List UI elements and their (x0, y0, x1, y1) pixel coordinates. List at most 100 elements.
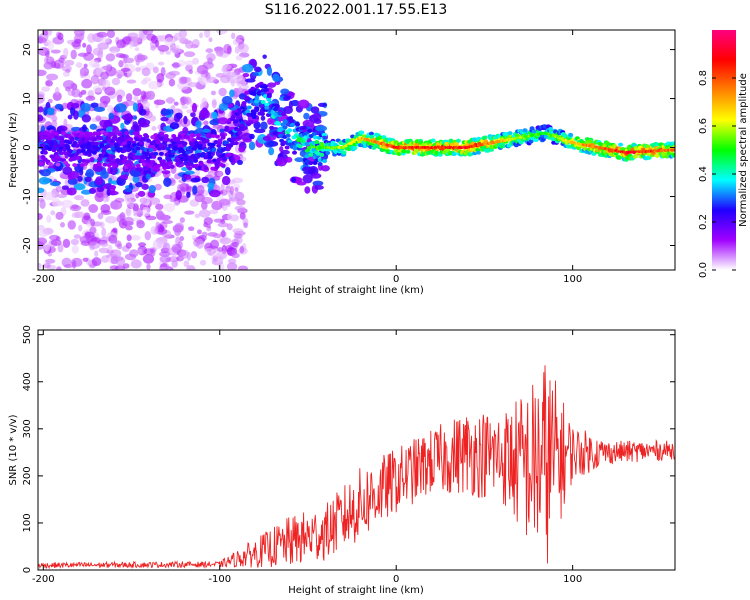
spectrogram-cell (302, 119, 315, 128)
spectrogram-noise-blob (73, 234, 81, 239)
spectrogram-noise-blob (89, 59, 100, 68)
spectrogram-noise-blob (239, 245, 245, 254)
spectrogram-cell (138, 119, 151, 126)
spectrogram-noise-blob (132, 88, 142, 97)
spectrogram-ridge-cell (148, 147, 154, 152)
spectrogram-ridge-cell (134, 131, 140, 136)
spectrogram-ridge-cell (317, 161, 323, 166)
spectrogram-noise-blob (220, 183, 225, 192)
spectrogram-cell (169, 122, 180, 130)
spectrogram-ridge-cell (325, 150, 331, 155)
spectrogram-noise-blob (75, 62, 83, 68)
spectrogram-noise-blob (106, 104, 114, 113)
spectrogram-ridge-cell (125, 148, 131, 153)
spectrogram-noise-blob (95, 115, 102, 122)
spectrogram-noise-blob (168, 78, 176, 87)
spectrogram-noise-blob (104, 86, 116, 96)
spectrogram-ridge-cell (85, 159, 91, 164)
spectrogram-cell (109, 185, 116, 196)
spectrogram-noise-blob (181, 249, 189, 259)
colorbar-tick-label: 0.4 (698, 166, 709, 182)
spectrogram-noise-blob (205, 48, 214, 53)
spectrogram-noise-blob (71, 41, 81, 48)
spectrogram-cell (100, 170, 109, 179)
spectrogram-ridge-cell (533, 138, 539, 143)
spectrogram-noise-blob (115, 53, 126, 58)
spectrogram-noise-blob (162, 262, 168, 268)
spectrogram-ridge-cell (211, 147, 217, 152)
spectrogram-noise-blob (218, 198, 231, 206)
spectrogram-ridge-cell (58, 151, 64, 156)
spectrogram-ridge-cell (407, 138, 413, 143)
snr-ylabel: SNR (10 * v/v) (8, 414, 19, 485)
spectrogram-cell (290, 99, 300, 107)
spectrogram-cell (262, 54, 267, 59)
spectrogram-noise-blob (155, 221, 160, 229)
spectrogram-cell (283, 105, 293, 114)
spectrogram-noise-blob (46, 56, 55, 65)
spectrogram-ridge-cell (220, 163, 226, 168)
spectrogram-noise-blob (97, 212, 104, 220)
spectrogram-ridge-cell (76, 156, 82, 161)
spectrogram-ridge-cell (454, 141, 460, 146)
spectrogram-noise-blob (231, 32, 236, 40)
spectrogram-cell (294, 157, 305, 163)
spectrogram-noise-blob (142, 206, 151, 217)
spectrogram-ridge-cell (80, 148, 86, 153)
spectrogram-cell (219, 128, 225, 133)
spectrogram-cell (202, 128, 211, 133)
spectrogram-noise-blob (47, 41, 54, 51)
spectrogram-noise-blob (203, 120, 209, 126)
spectrogram-cell (38, 106, 44, 113)
spectrogram-ridge-cell (151, 154, 157, 159)
spectrogram-ridge-cell (123, 144, 129, 149)
spectrogram-ridge-cell (67, 140, 73, 145)
spectrogram-noise-blob (142, 30, 154, 36)
spectrogram-noise-blob (43, 30, 49, 36)
spectrogram-cell (249, 133, 255, 140)
spectrogram-noise-blob (199, 32, 204, 39)
spectrogram-noise-blob (45, 80, 53, 87)
spectrogram-cell (253, 128, 266, 134)
spectrogram-ridge-cell (187, 166, 193, 171)
spectrogram-noise-blob (239, 212, 246, 220)
spectrogram-ridge-cell (235, 135, 241, 140)
spectrogram-cell (266, 66, 273, 77)
spectrogram-noise-blob (71, 245, 79, 254)
spectrogram-ridge-cell (198, 161, 204, 166)
spectrogram-noise-blob (135, 67, 141, 72)
spectrogram-cell (302, 174, 313, 184)
spectrogram-noise-blob (63, 118, 68, 129)
spectrogram-ridge-cell (47, 147, 53, 152)
spectrogram-ridge-cell (264, 105, 270, 110)
spectrogram-ridge-cell (193, 158, 199, 163)
spectrogram-noise-blob (42, 263, 51, 269)
spectrogram-cell (132, 175, 140, 184)
spectrogram-ridge-cell (308, 161, 314, 166)
spectrogram-noise-blob (125, 93, 133, 102)
spectrogram-noise-blob (109, 46, 121, 53)
spectrogram-ridge-cell (167, 161, 173, 166)
spectrogram-ridge-cell (451, 152, 457, 157)
spectrogram-ridge-cell (282, 119, 288, 124)
spectrogram-cell (88, 187, 97, 194)
spectrogram-noise-blob (90, 218, 96, 227)
spectrogram-ridge-cell (221, 157, 227, 162)
spectrogram-noise-blob (99, 101, 104, 109)
spectrogram-noise-blob (92, 47, 104, 56)
spectrogram-ridge-cell (319, 142, 325, 147)
spectrogram-ridge-cell (290, 122, 296, 127)
spectrogram-ridge-cell (194, 163, 200, 168)
spectrogram-ridge-cell (67, 149, 73, 154)
spectrogram-noise-blob (67, 220, 76, 230)
colorbar-tick-label: 0.0 (698, 262, 709, 278)
spectrogram-ridge-cell (522, 128, 528, 133)
snr-ytick-label: 400 (22, 372, 33, 391)
spectrogram-noise-blob (87, 33, 96, 43)
spectrogram-ridge-cell (671, 153, 675, 158)
spectrogram-cell (96, 185, 105, 193)
spectrogram-noise-blob (150, 248, 156, 257)
spectrogram-ridge-cell (90, 141, 96, 146)
spectrogram-noise-blob (199, 77, 209, 86)
spectrogram-noise-blob (148, 81, 160, 90)
